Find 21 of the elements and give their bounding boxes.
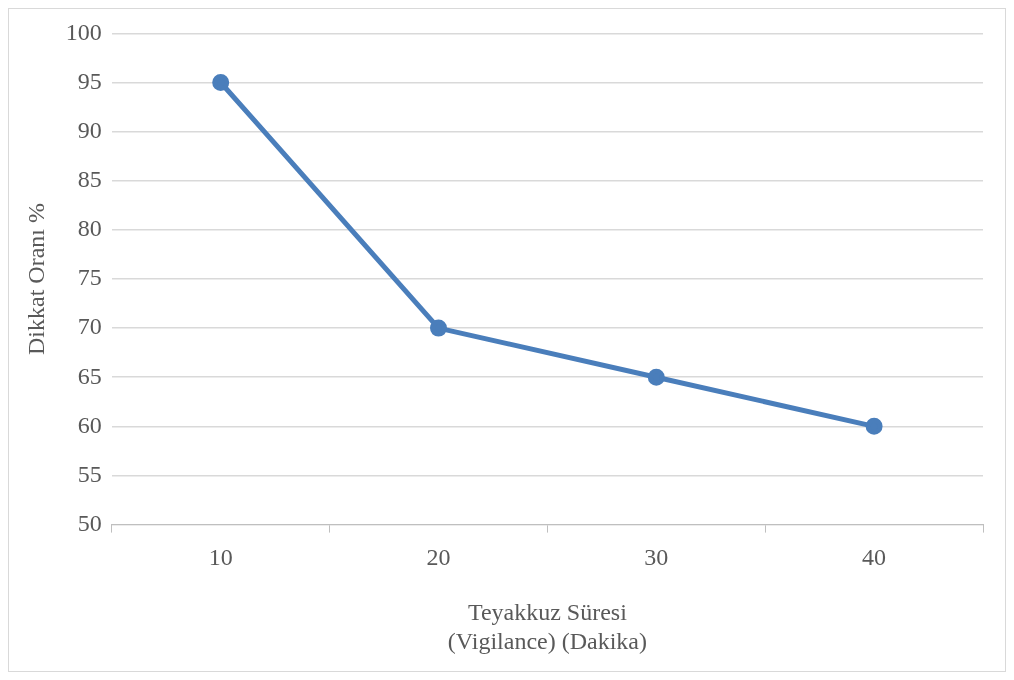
y-tick-label: 75 [77,264,102,291]
x-tick-label: 30 [644,544,669,571]
point [430,319,447,337]
y-tick-label: 80 [77,215,102,242]
y-tick-label: 85 [77,166,102,193]
y-axis-title: Dikkat Oranı % [22,203,49,355]
y-tick-label: 65 [77,362,102,389]
y-tick-label: 70 [77,313,102,340]
point [212,74,230,92]
y-tick-label: 90 [77,116,102,143]
y-tick-label: 95 [77,67,102,94]
y-tick-label: 50 [77,509,102,536]
x-tick-label: 20 [426,544,451,571]
point [647,368,665,386]
y-tick-label: 55 [77,460,102,487]
y-tick-label: 60 [77,411,102,438]
point [865,417,883,435]
y-tick-label: 100 [65,18,102,45]
x-tick-label: 10 [208,544,233,571]
x-axis-title: Teyakkuz Süresi (Vigilance) (Dakika) [447,599,647,654]
x-tick-label: 40 [862,544,887,571]
